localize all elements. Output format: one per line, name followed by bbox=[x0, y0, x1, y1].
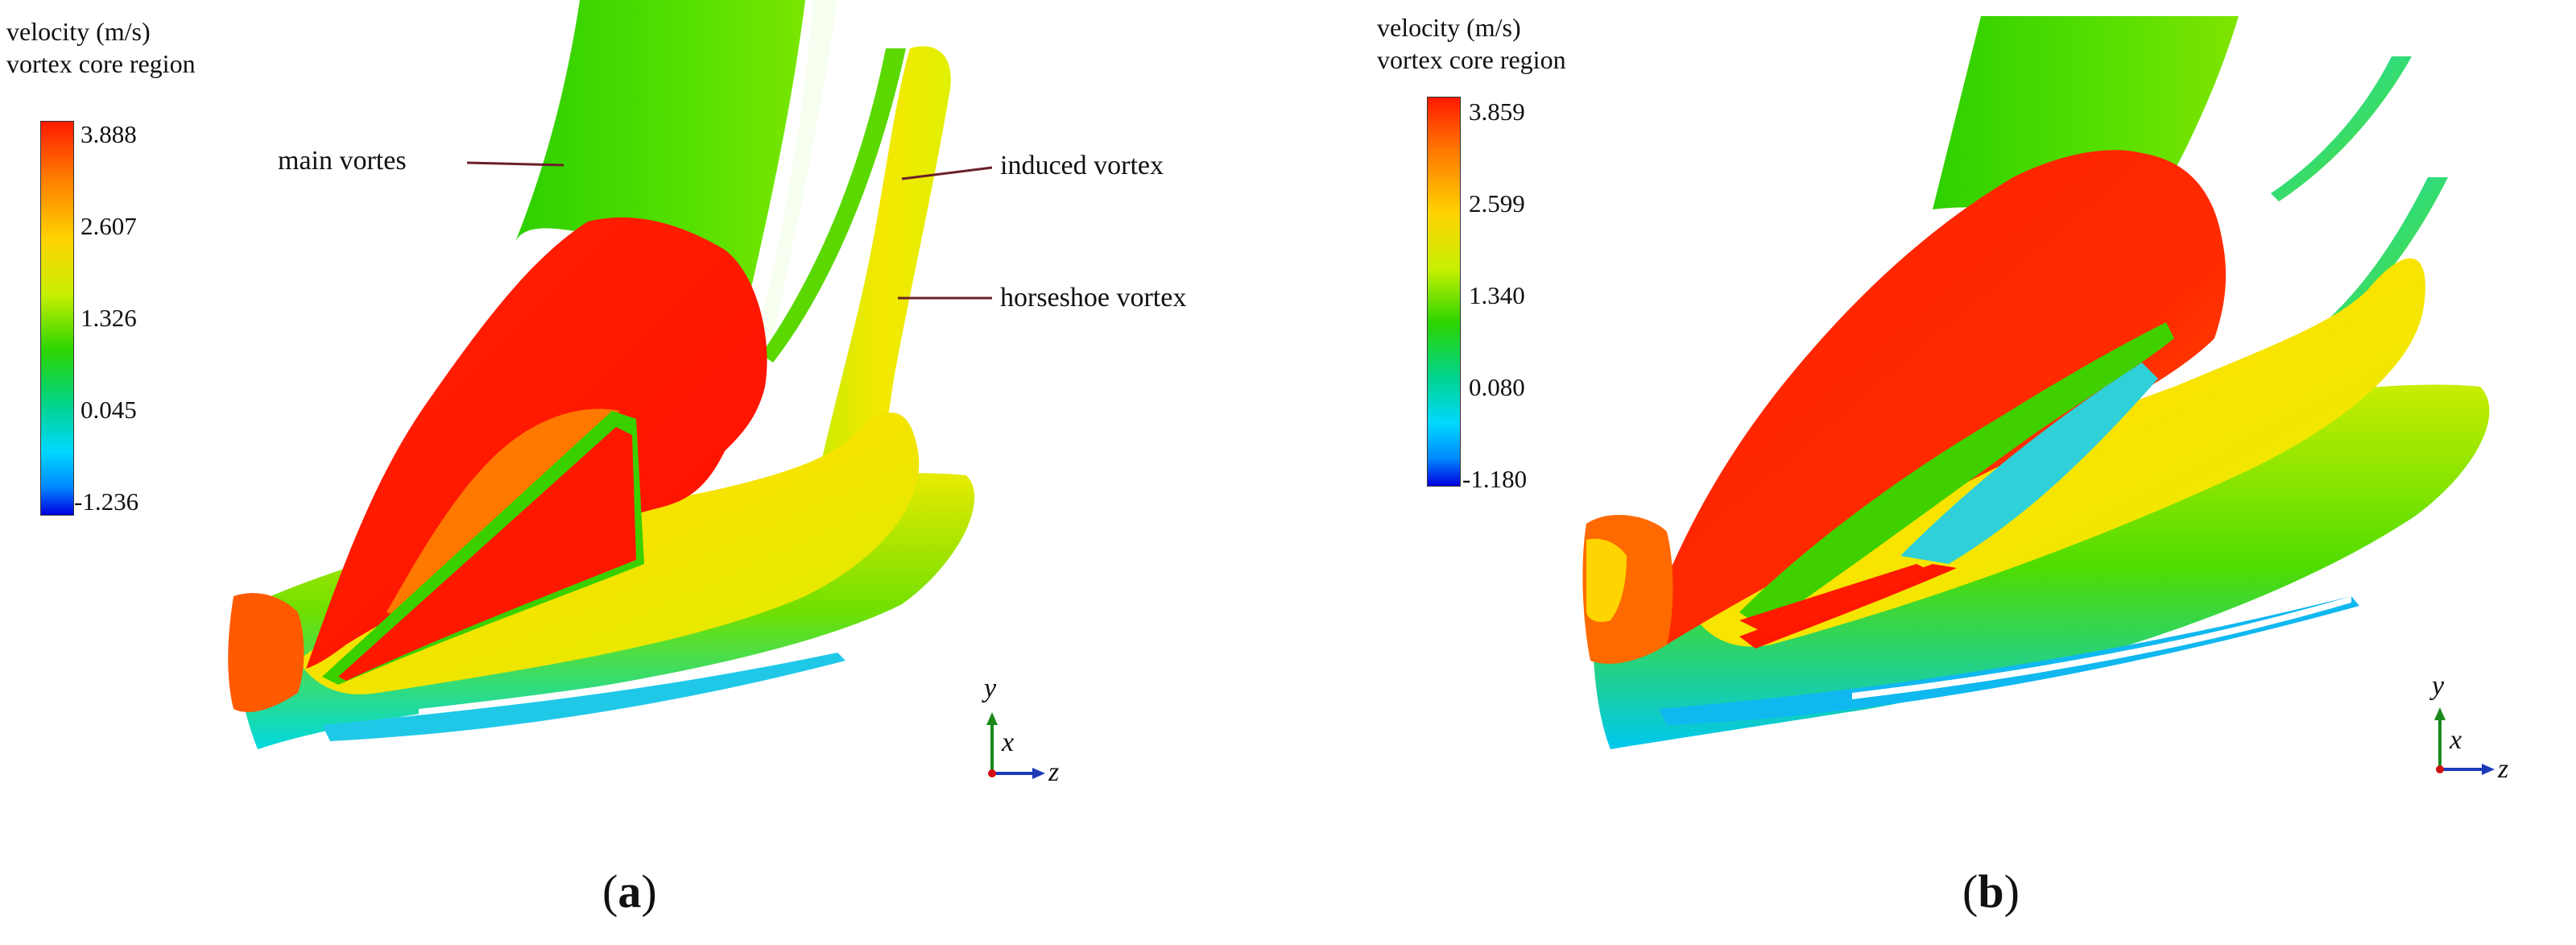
legend-title-line1: velocity (m/s) bbox=[6, 17, 151, 46]
colorbar-tick: -1.236 bbox=[74, 487, 139, 516]
induced-vortex-pointer bbox=[901, 166, 993, 180]
vortex-gap bbox=[757, 0, 837, 338]
cyan-fin-lower bbox=[2295, 177, 2448, 354]
bottom-streak bbox=[322, 653, 846, 741]
inner-ridge bbox=[1739, 322, 2174, 628]
inner-triangle-face bbox=[338, 427, 636, 681]
legend-title-line1: velocity (m/s) bbox=[1377, 13, 1521, 42]
colorbar-tick: 2.599 bbox=[1469, 189, 1525, 218]
axis-label-x: x bbox=[1002, 727, 1015, 757]
bottom-white-streak bbox=[1852, 596, 2351, 699]
axis-label-x: x bbox=[2450, 725, 2462, 755]
main-vortex-red-body bbox=[1643, 150, 2227, 645]
caption-letter: b bbox=[1978, 865, 2004, 918]
colorbar-tick: 3.859 bbox=[1469, 97, 1525, 126]
legend-title-line2: vortex core region bbox=[6, 49, 196, 78]
cyan-wedge bbox=[1900, 363, 2158, 564]
colorbar-tick: 3.888 bbox=[81, 120, 137, 148]
colorbar-b bbox=[1427, 97, 1461, 487]
induced-vortex-tube bbox=[813, 46, 951, 524]
panel-b: velocity (m/s) vortex core region 3.859 … bbox=[1288, 0, 2576, 945]
panel-a: velocity (m/s) vortex core region 3.888 … bbox=[6, 0, 1187, 918]
wake-base-sheet bbox=[1593, 384, 2490, 749]
annotation-induced-vortex: induced vortex bbox=[1000, 151, 1164, 180]
caption-b: (b) bbox=[1962, 865, 2020, 918]
caption-letter: a bbox=[618, 865, 642, 918]
vortex-visualization-a bbox=[228, 0, 1045, 779]
left-stub-inner bbox=[1586, 538, 1627, 622]
annotation-main-vortex: main vortes bbox=[278, 146, 407, 176]
axis-label-y: y bbox=[2432, 671, 2445, 701]
vortex-visualization-b bbox=[1582, 16, 2495, 775]
bottom-white-streak bbox=[419, 645, 837, 714]
axis-triad-a bbox=[986, 712, 1045, 779]
colorbar-a bbox=[40, 121, 74, 516]
colorbar-tick: -1.180 bbox=[1462, 465, 1528, 493]
cyan-fin-upper bbox=[2271, 56, 2412, 201]
bottom-streak bbox=[1659, 596, 2359, 725]
colorbar-tick: 1.340 bbox=[1469, 281, 1525, 309]
axis-label-y: y bbox=[984, 674, 997, 703]
colorbar-tick: 1.326 bbox=[81, 304, 137, 332]
axis-triad-b-visible bbox=[2434, 707, 2495, 775]
colorbar-tick: 0.080 bbox=[1469, 373, 1525, 401]
main-vortex-pointer bbox=[466, 161, 564, 167]
side-filament bbox=[761, 48, 906, 363]
left-stub bbox=[228, 593, 304, 712]
inner-red-panel bbox=[1739, 564, 1933, 636]
caption-a: (a) bbox=[602, 865, 657, 918]
colorbar-tick: 2.607 bbox=[81, 212, 137, 240]
axis-label-z: z bbox=[2498, 754, 2509, 784]
colorbar-tick: 0.045 bbox=[81, 396, 137, 424]
axis-label-z: z bbox=[1048, 757, 1060, 787]
legend-title-line2: vortex core region bbox=[1377, 45, 1566, 74]
annotation-horseshoe-vortex: horseshoe vortex bbox=[1000, 283, 1187, 313]
